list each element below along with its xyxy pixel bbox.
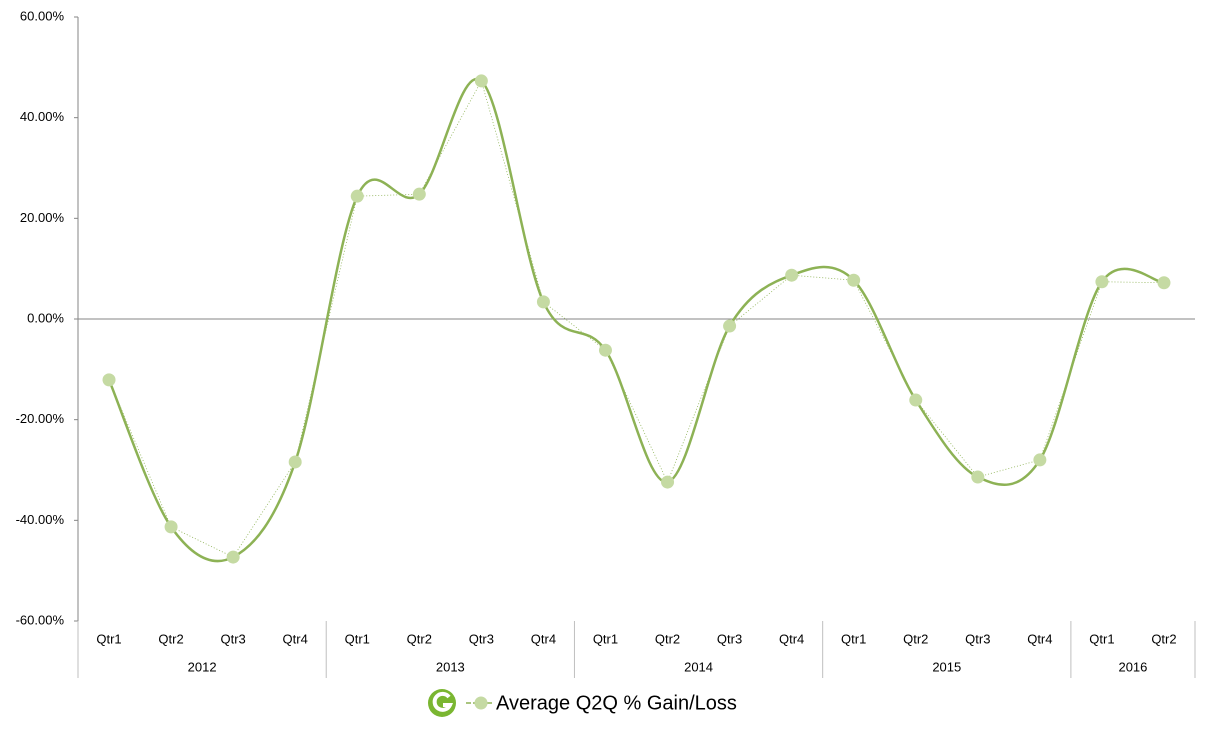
data-point: [226, 550, 240, 564]
x-group-label: 2014: [684, 659, 713, 674]
y-tick-label: 40.00%: [20, 109, 65, 124]
x-group-label: 2015: [932, 659, 961, 674]
x-tick-label: Qtr1: [345, 631, 370, 646]
x-group-label: 2012: [188, 659, 217, 674]
y-tick-label: -20.00%: [16, 411, 65, 426]
x-tick-label: Qtr2: [903, 631, 928, 646]
x-tick-label: Qtr2: [407, 631, 432, 646]
x-group-label: 2016: [1118, 659, 1147, 674]
y-tick-label: 60.00%: [20, 8, 65, 23]
data-point: [288, 455, 302, 469]
logo-mark: [432, 691, 454, 712]
x-group-label: 2013: [436, 659, 465, 674]
data-point: [847, 273, 861, 287]
data-point: [536, 295, 550, 309]
data-point: [102, 373, 116, 387]
legend-label: Average Q2Q % Gain/Loss: [496, 692, 737, 714]
data-point: [661, 475, 675, 489]
data-point: [350, 189, 364, 203]
data-point: [412, 187, 426, 201]
series-dotted-line: [108, 79, 1164, 558]
data-point: [723, 319, 737, 333]
data-point: [971, 470, 985, 484]
legend-marker: [474, 696, 488, 710]
x-tick-label: Qtr3: [717, 631, 742, 646]
data-point: [164, 520, 178, 534]
x-tick-label: Qtr1: [841, 631, 866, 646]
y-tick-label: 20.00%: [20, 210, 65, 225]
x-tick-label: Qtr2: [655, 631, 680, 646]
x-tick-label: Qtr1: [593, 631, 618, 646]
data-point: [598, 343, 612, 357]
y-tick-label: 0.00%: [27, 310, 64, 325]
data-point: [1033, 453, 1047, 467]
x-tick-label: Qtr2: [158, 631, 183, 646]
x-tick-label: Qtr3: [965, 631, 990, 646]
y-tick-label: -40.00%: [16, 512, 65, 527]
series-line: [107, 77, 1165, 563]
data-point: [474, 74, 488, 88]
legend-icon: [428, 689, 456, 717]
x-tick-label: Qtr4: [283, 631, 308, 646]
x-tick-label: Qtr4: [531, 631, 556, 646]
x-tick-label: Qtr3: [469, 631, 494, 646]
x-tick-label: Qtr4: [779, 631, 804, 646]
x-tick-label: Qtr1: [1089, 631, 1114, 646]
x-tick-label: Qtr2: [1151, 631, 1176, 646]
data-point: [909, 393, 923, 407]
data-point: [785, 268, 799, 282]
data-point: [1095, 275, 1109, 289]
x-tick-label: Qtr4: [1027, 631, 1052, 646]
data-point: [1157, 276, 1171, 290]
x-tick-label: Qtr1: [96, 631, 121, 646]
x-tick-label: Qtr3: [220, 631, 245, 646]
y-tick-label: -60.00%: [16, 612, 65, 627]
